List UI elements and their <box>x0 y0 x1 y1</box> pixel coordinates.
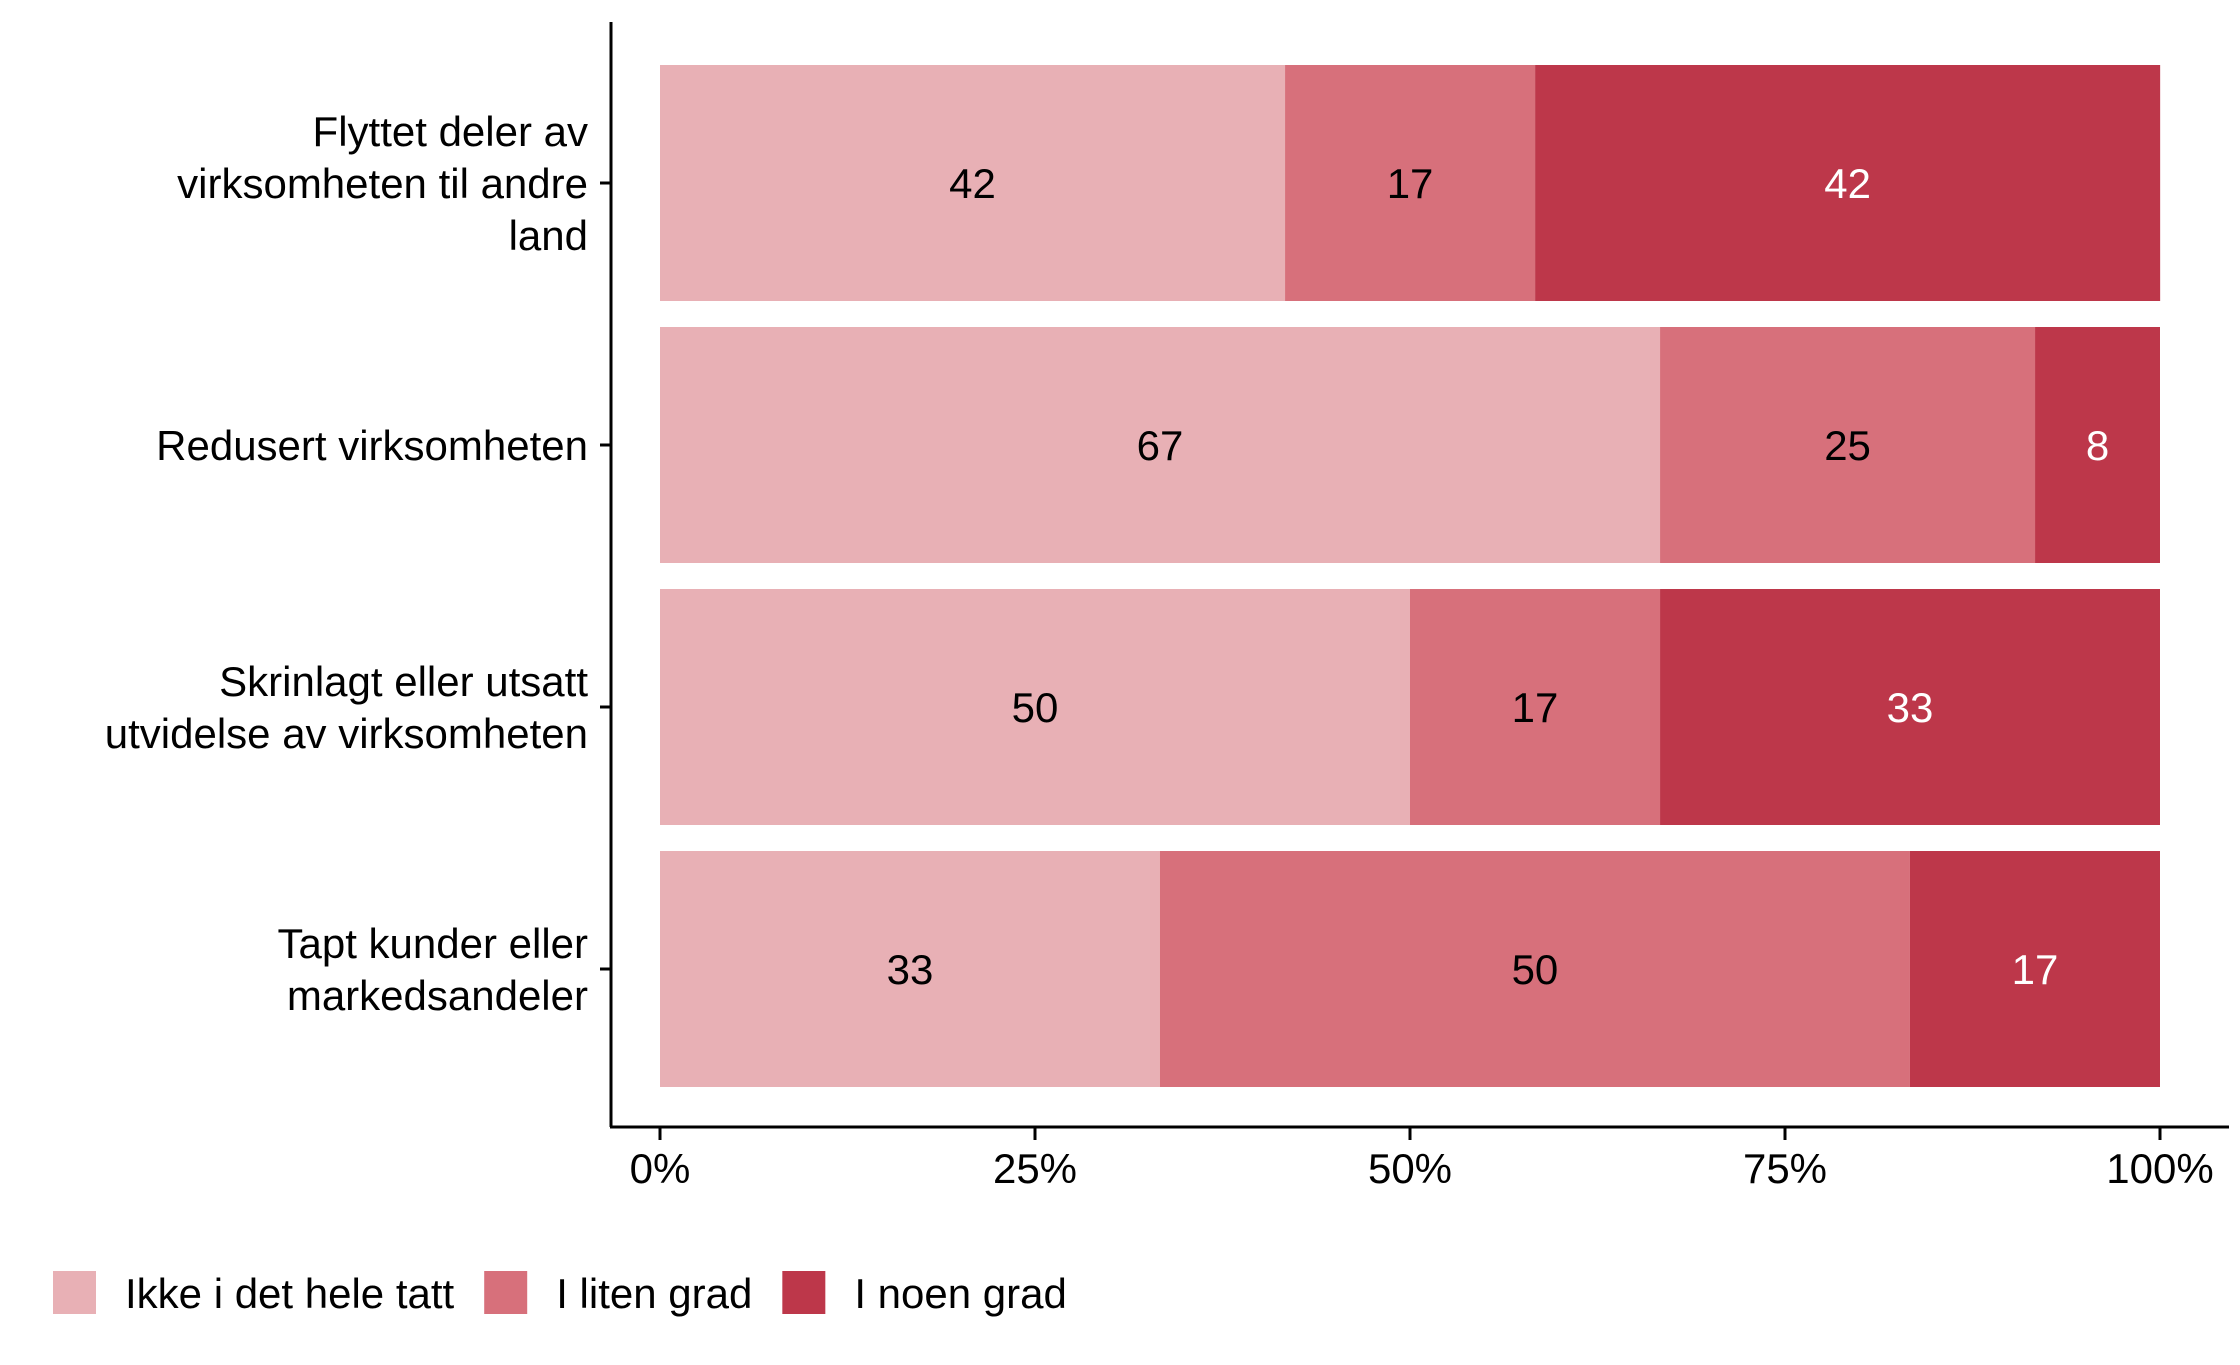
y-axis-labels: Flyttet deler av virksomheten til andre la… <box>105 108 611 1019</box>
bar-segment <box>1410 589 1661 825</box>
bar-segment <box>660 65 1286 301</box>
y-tick-label: Flyttet deler av <box>313 108 588 155</box>
y-tick-label: markedsandeler <box>287 972 588 1019</box>
bar-segment <box>1159 851 1910 1087</box>
y-tick-label: Tapt kunder eller <box>277 920 588 967</box>
y-tick-label: land <box>509 212 588 259</box>
x-tick-label: 100% <box>2106 1145 2213 1192</box>
bar-segment <box>2035 327 2160 563</box>
x-tick-label: 0% <box>630 1145 691 1192</box>
x-axis: 0% 25% 50% 75% 100% <box>630 1127 2214 1192</box>
legend-key <box>484 1271 528 1314</box>
y-tick-label: virksomheten til andre <box>177 160 588 207</box>
y-tick-label: Redusert virksomheten <box>156 422 588 469</box>
bar-segment <box>1660 589 2160 825</box>
legend-key <box>782 1271 826 1314</box>
legend-key <box>53 1271 96 1314</box>
data-label: 17 <box>1387 160 1434 207</box>
bar-segment <box>1285 65 1536 301</box>
legend-label: Ikke i det hele tatt <box>125 1270 455 1317</box>
bar-segment <box>1909 851 2160 1087</box>
y-tick-label: Skrinlagt eller utsatt <box>219 658 588 705</box>
bar-segment <box>1660 327 2036 563</box>
data-label: 17 <box>1512 684 1559 731</box>
data-label: 33 <box>1887 684 1934 731</box>
x-tick-label: 50% <box>1368 1145 1452 1192</box>
data-label: 50 <box>1012 684 1059 731</box>
bar-segment <box>660 589 1410 825</box>
legend: Ikke i det hele tatt I liten grad I noen g… <box>53 1270 1067 1317</box>
data-label: 33 <box>887 946 934 993</box>
legend-label: I noen grad <box>854 1270 1067 1317</box>
data-label: 50 <box>1512 946 1559 993</box>
bar-segment <box>1535 65 2161 301</box>
x-tick-label: 25% <box>993 1145 1077 1192</box>
data-label: 42 <box>949 160 996 207</box>
bars-layer: 42 17 42 67 25 8 50 17 33 33 50 17 <box>660 65 2161 1087</box>
data-label: 25 <box>1824 422 1871 469</box>
data-label: 67 <box>1137 422 1184 469</box>
bar-segment <box>660 851 1160 1087</box>
data-label: 42 <box>1824 160 1871 207</box>
y-tick-label: utvidelse av virksomheten <box>105 710 588 757</box>
bar-segment <box>660 327 1661 563</box>
legend-label: I liten grad <box>556 1270 752 1317</box>
data-label: 17 <box>2012 946 2059 993</box>
x-tick-label: 75% <box>1743 1145 1827 1192</box>
data-label: 8 <box>2086 422 2109 469</box>
